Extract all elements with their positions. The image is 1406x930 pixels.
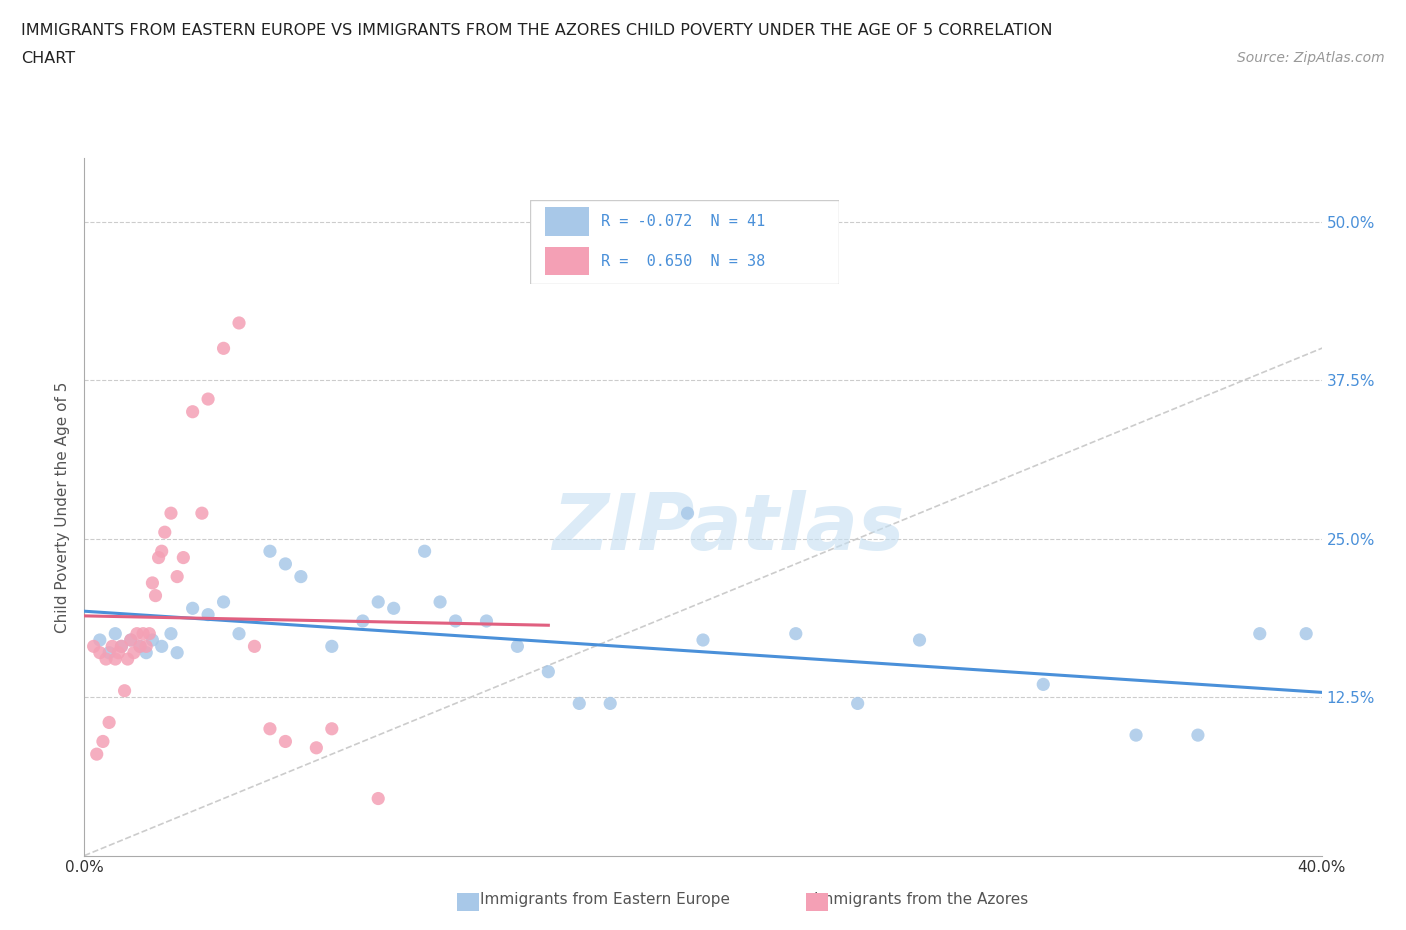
Point: [110, 639, 132, 654]
Point: [89, 632, 111, 647]
Point: [150, 639, 173, 654]
Point: [166, 645, 188, 660]
Point: [274, 734, 297, 749]
Text: Immigrants from Eastern Europe: Immigrants from Eastern Europe: [479, 892, 730, 907]
Text: CHART: CHART: [21, 51, 75, 66]
Point: [1032, 677, 1054, 692]
Point: [86, 747, 108, 762]
Point: [243, 639, 266, 654]
Point: [120, 632, 142, 647]
Point: [352, 614, 374, 629]
FancyBboxPatch shape: [530, 200, 839, 284]
Point: [321, 722, 343, 737]
Point: [212, 341, 235, 356]
Point: [150, 544, 173, 559]
Point: [846, 696, 869, 711]
Point: [132, 626, 155, 641]
Text: Immigrants from the Azores: Immigrants from the Azores: [814, 892, 1028, 907]
Point: [153, 525, 176, 539]
Point: [141, 632, 163, 647]
Point: [212, 594, 235, 609]
Point: [104, 626, 127, 641]
Point: [122, 645, 145, 660]
Point: [160, 626, 183, 641]
Point: [228, 626, 250, 641]
Point: [676, 506, 699, 521]
Point: [89, 645, 111, 660]
Point: [181, 405, 204, 419]
Point: [135, 639, 157, 654]
Point: [908, 632, 931, 647]
Point: [259, 722, 281, 737]
Point: [117, 652, 139, 667]
Point: [94, 652, 117, 667]
Text: ZIPatlas: ZIPatlas: [551, 490, 904, 565]
Point: [197, 392, 219, 406]
Point: [120, 632, 142, 647]
Point: [274, 556, 297, 571]
Point: [537, 664, 560, 679]
Point: [129, 639, 152, 654]
Point: [138, 626, 160, 641]
Point: [1295, 626, 1317, 641]
Point: [148, 551, 170, 565]
Point: [429, 594, 451, 609]
Point: [101, 639, 124, 654]
Point: [110, 639, 132, 654]
Point: [114, 684, 136, 698]
Point: [506, 639, 529, 654]
Point: [125, 626, 148, 641]
Text: R = -0.072  N = 41: R = -0.072 N = 41: [600, 214, 765, 229]
Point: [305, 740, 328, 755]
FancyBboxPatch shape: [546, 207, 589, 236]
Point: [413, 544, 436, 559]
Point: [104, 652, 127, 667]
Point: [367, 594, 389, 609]
Point: [98, 715, 121, 730]
Y-axis label: Child Poverty Under the Age of 5: Child Poverty Under the Age of 5: [55, 381, 70, 632]
Point: [172, 551, 194, 565]
Point: [141, 576, 163, 591]
Text: R =  0.650  N = 38: R = 0.650 N = 38: [600, 254, 765, 269]
Point: [166, 569, 188, 584]
Point: [475, 614, 498, 629]
Point: [98, 645, 121, 660]
FancyBboxPatch shape: [546, 246, 589, 275]
Point: [83, 639, 105, 654]
Point: [160, 506, 183, 521]
Point: [1187, 727, 1209, 742]
Point: [91, 734, 114, 749]
Point: [599, 696, 621, 711]
Point: [129, 639, 152, 654]
Point: [692, 632, 714, 647]
Point: [181, 601, 204, 616]
Point: [382, 601, 405, 616]
Point: [1125, 727, 1147, 742]
Point: [290, 569, 312, 584]
Text: Source: ZipAtlas.com: Source: ZipAtlas.com: [1237, 51, 1385, 65]
Point: [568, 696, 591, 711]
Point: [191, 506, 214, 521]
Text: IMMIGRANTS FROM EASTERN EUROPE VS IMMIGRANTS FROM THE AZORES CHILD POVERTY UNDER: IMMIGRANTS FROM EASTERN EUROPE VS IMMIGR…: [21, 23, 1053, 38]
Point: [197, 607, 219, 622]
Point: [145, 588, 167, 603]
Point: [367, 791, 389, 806]
Point: [444, 614, 467, 629]
Point: [1249, 626, 1271, 641]
Point: [321, 639, 343, 654]
Point: [107, 645, 129, 660]
Point: [228, 315, 250, 330]
Point: [135, 645, 157, 660]
Point: [259, 544, 281, 559]
Point: [785, 626, 807, 641]
